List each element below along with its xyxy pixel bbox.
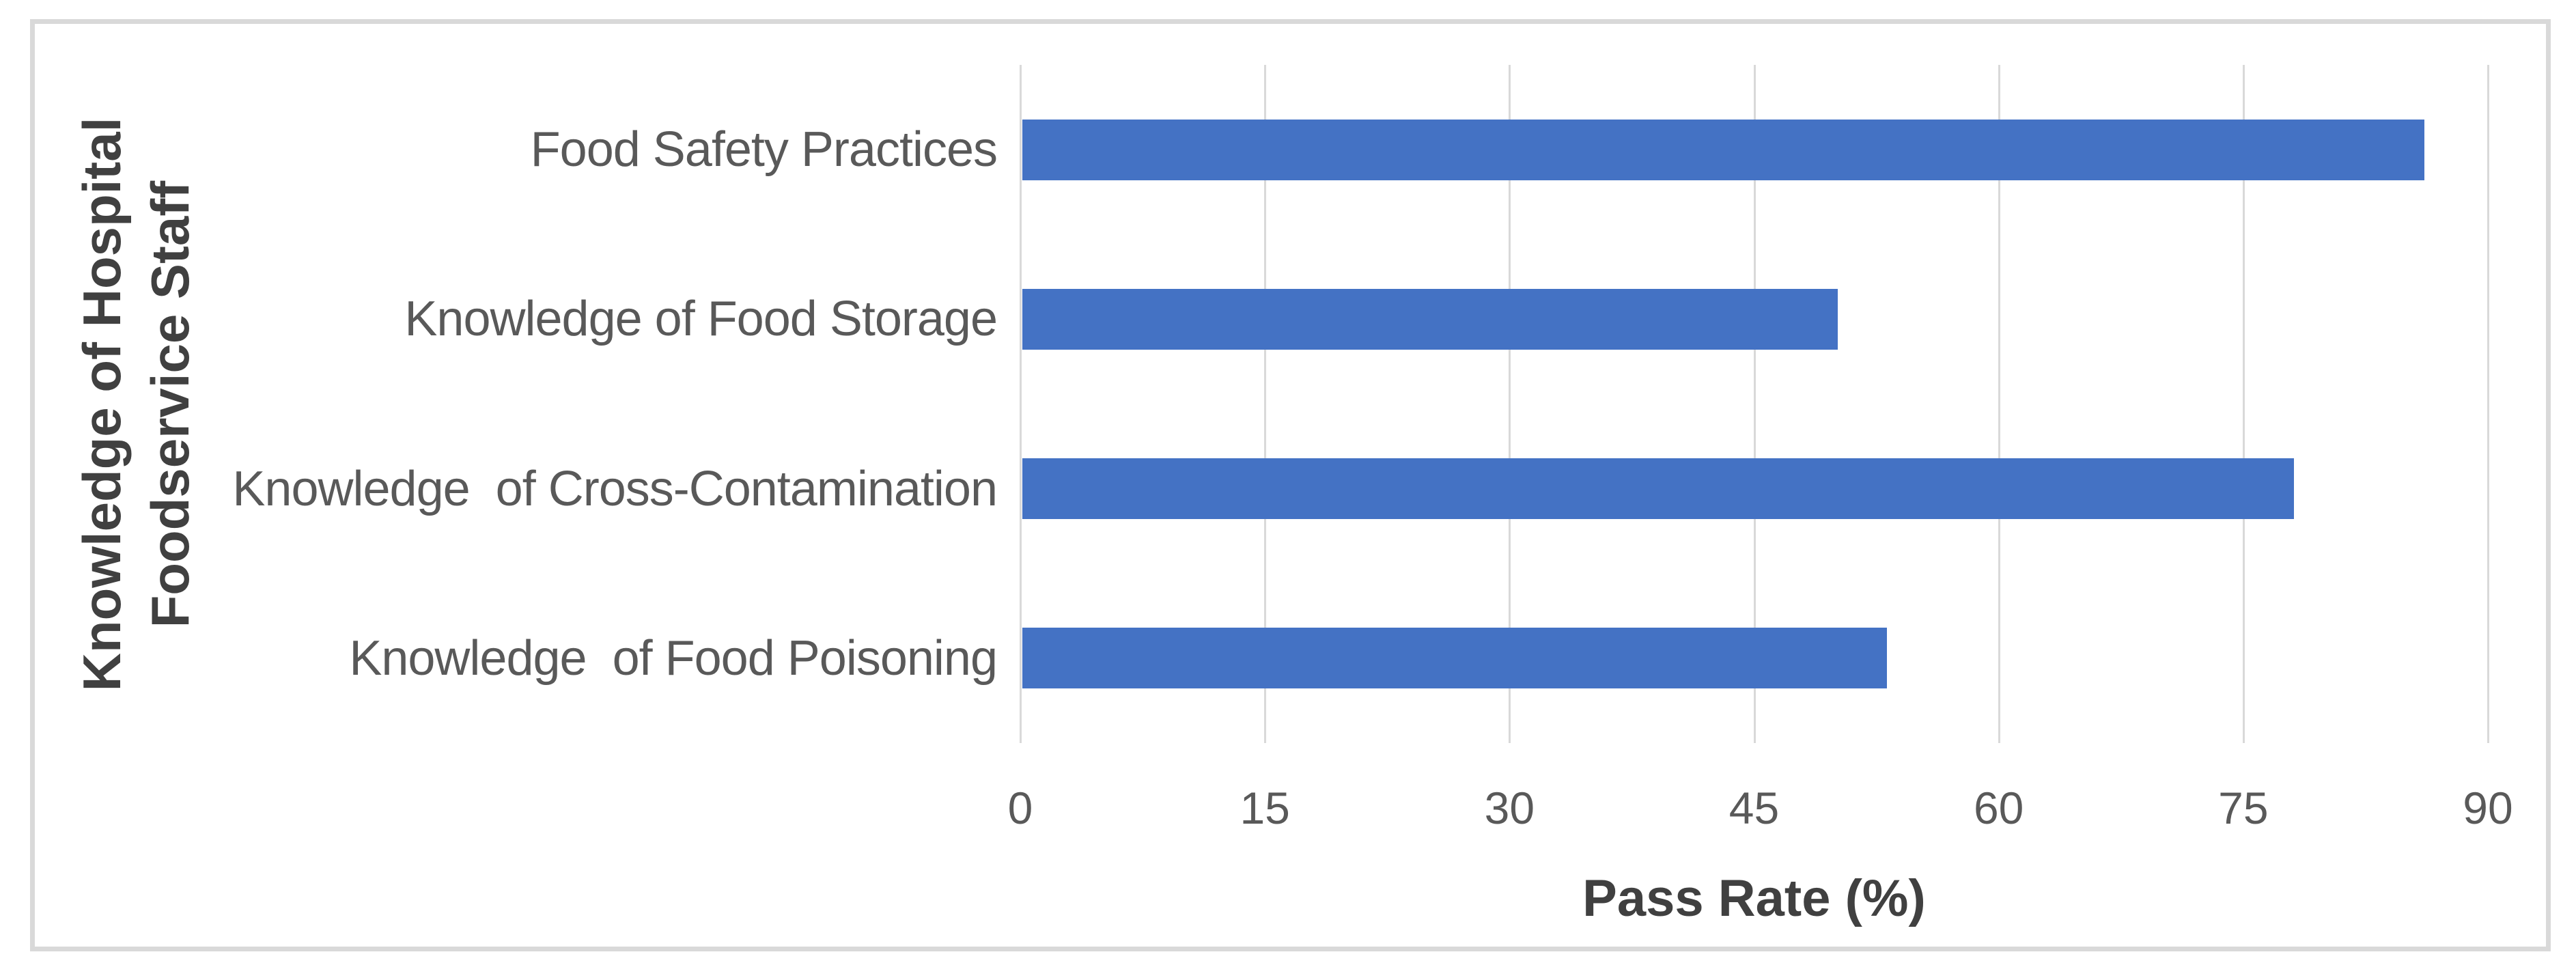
category-label: Knowledge of Food Storage xyxy=(404,292,998,347)
category-label: Knowledge of Food Poisoning xyxy=(349,630,998,686)
bar xyxy=(1022,119,2425,180)
bar xyxy=(1022,288,1838,350)
bar xyxy=(1022,628,1887,689)
gridline-x-75 xyxy=(2242,65,2245,743)
y-axis-title-line-1: Knowledge of Hospital xyxy=(72,117,132,691)
x-tick-label-30: 30 xyxy=(1484,783,1535,833)
y-axis-title: Knowledge of Hospital Foodservice Staff xyxy=(68,0,204,814)
x-tick-label-15: 15 xyxy=(1240,783,1290,833)
y-axis-title-line-2: Foodservice Staff xyxy=(140,180,200,628)
category-label: Food Safety Practices xyxy=(530,122,998,178)
x-tick-label-0: 0 xyxy=(1007,783,1033,833)
x-tick-label-60: 60 xyxy=(1973,783,2024,833)
gridline-x-90 xyxy=(2487,65,2489,743)
x-tick-label-45: 45 xyxy=(1728,783,1780,833)
gridline-x-30 xyxy=(1509,65,1511,743)
gridline-x-45 xyxy=(1753,65,1756,743)
x-tick-label-90: 90 xyxy=(2463,783,2513,833)
bar xyxy=(1022,458,2295,520)
gridline-x-60 xyxy=(1998,65,2000,743)
category-label: Knowledge of Cross-Contamination xyxy=(232,461,998,516)
chart-frame: Food Safety Practices Knowledge of Food S… xyxy=(30,19,2551,951)
x-axis-title: Pass Rate (%) xyxy=(1582,869,1926,927)
gridline-x-0 xyxy=(1020,65,1022,743)
gridline-x-15 xyxy=(1264,65,1267,743)
x-tick-label-75: 75 xyxy=(2218,783,2269,833)
